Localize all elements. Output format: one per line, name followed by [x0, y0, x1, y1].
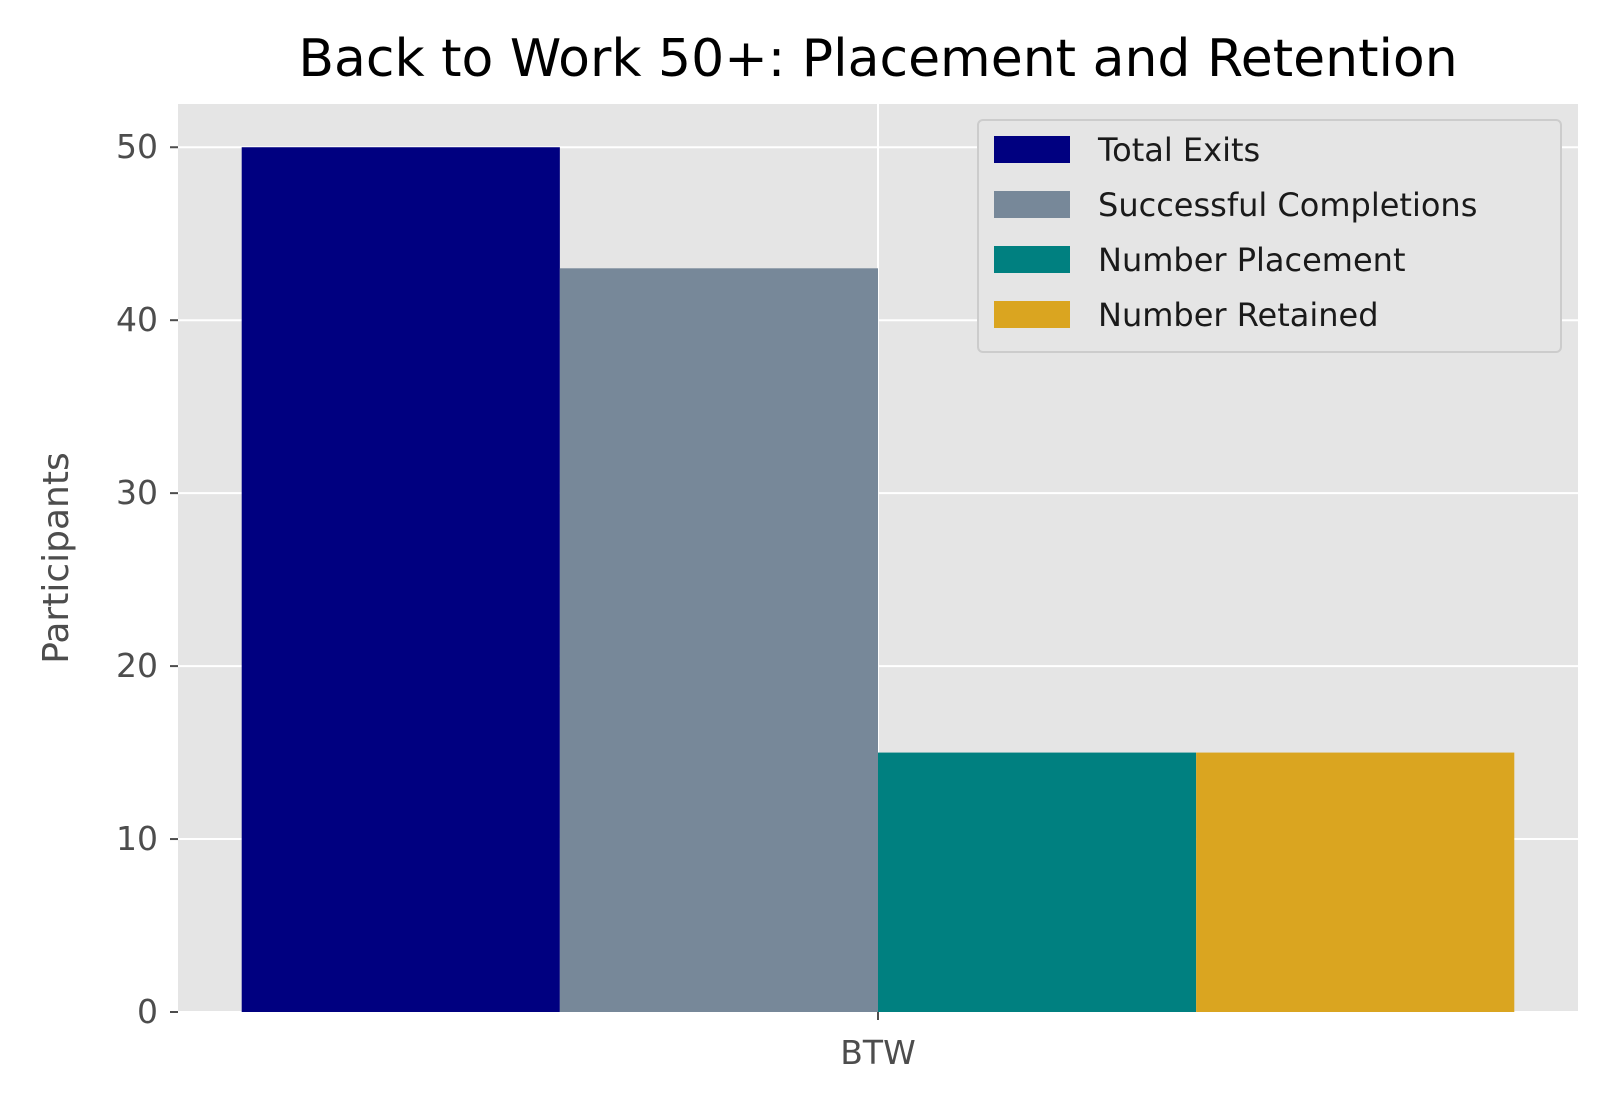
- legend-box: [977, 119, 1562, 353]
- y-tick-label: 20: [116, 646, 158, 685]
- legend-swatch: [994, 191, 1070, 218]
- bar-number-retained: [1196, 752, 1515, 1012]
- y-tick-label: 50: [116, 127, 158, 166]
- legend-swatch: [994, 136, 1070, 163]
- y-tick-label: 10: [116, 819, 158, 858]
- legend-swatch: [994, 301, 1070, 328]
- y-tick-label: 40: [116, 300, 158, 339]
- chart-title: Back to Work 50+: Placement and Retentio…: [298, 29, 1457, 89]
- bar-total-exits: [241, 147, 560, 1012]
- legend: Total Exits Successful Completions Number …: [977, 119, 1562, 353]
- y-tick-label: 30: [116, 473, 158, 512]
- legend-entry-label: Total Exits: [1097, 131, 1260, 169]
- x-tick-label: BTW: [840, 1033, 915, 1072]
- bar-successful-completions: [559, 268, 878, 1012]
- bars: [241, 147, 1515, 1012]
- y-tick-label: 0: [137, 992, 158, 1031]
- legend-entry-label: Successful Completions: [1098, 186, 1477, 224]
- bar-number-placement: [878, 752, 1197, 1012]
- legend-entry-label: Number Retained: [1098, 296, 1379, 334]
- axis-ticks: 0 10 20 30 40 50 BTW: [116, 127, 916, 1072]
- legend-entry-label: Number Placement: [1098, 241, 1405, 279]
- legend-swatch: [994, 246, 1070, 273]
- y-axis-label: Participants: [36, 452, 77, 663]
